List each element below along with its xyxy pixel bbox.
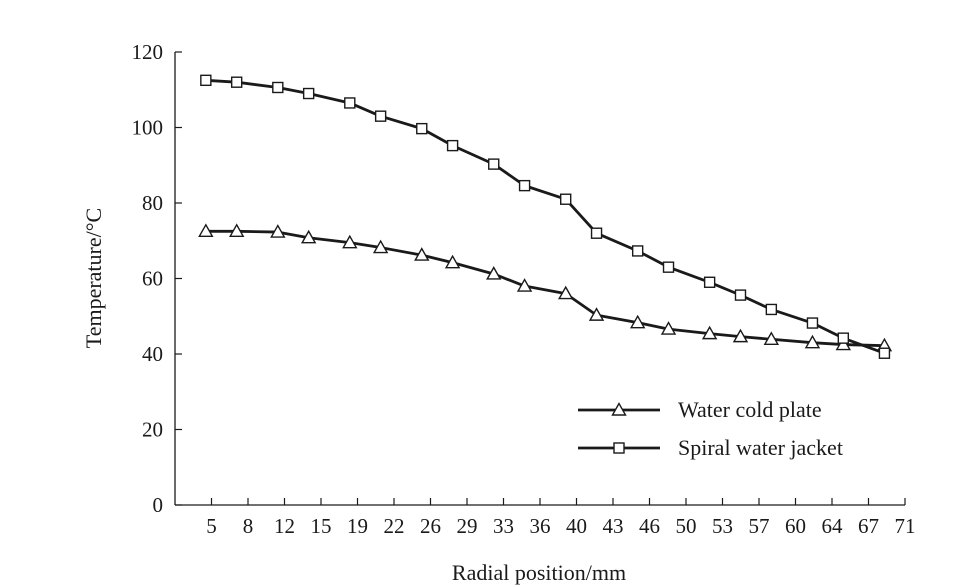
x-tick-label: 33	[493, 514, 514, 538]
series-layer	[198, 74, 893, 359]
x-axis-ticks: 5 8 12 15 19 22 26 29 33 36 40 43 46 50 53 57 60 64 67 71	[206, 498, 916, 538]
data-point-water-cold-plate	[372, 239, 389, 254]
data-point-water-cold-plate	[228, 223, 245, 238]
data-point-water-cold-plate	[444, 254, 461, 269]
data-point-water-cold-plate	[198, 223, 214, 238]
series-line-spiral-water-jacket	[205, 78, 885, 355]
data-point-spiral-water-jacket	[878, 347, 891, 359]
y-axis-ticks: 0 20 40 60 80 100 120	[132, 40, 182, 517]
data-point-spiral-water-jacket	[703, 276, 716, 288]
series-line-water-cold-plate	[205, 229, 885, 348]
x-tick-label: 67	[858, 514, 879, 538]
data-point-spiral-water-jacket	[518, 179, 531, 192]
x-tick-label: 53	[712, 514, 733, 538]
data-point-spiral-water-jacket	[734, 289, 747, 301]
series-water-cold-plate	[198, 223, 893, 352]
data-point-spiral-water-jacket	[446, 139, 459, 152]
data-point-spiral-water-jacket	[488, 158, 500, 170]
series-spiral-water-jacket	[200, 74, 891, 359]
data-point-spiral-water-jacket	[230, 76, 243, 88]
data-point-water-cold-plate	[414, 247, 430, 261]
y-tick-label: 80	[142, 191, 163, 215]
data-point-water-cold-plate	[732, 328, 749, 343]
legend-label: Spiral water jacket	[678, 435, 843, 460]
x-tick-label: 43	[603, 514, 624, 538]
data-point-water-cold-plate	[660, 321, 677, 335]
y-tick-label: 100	[132, 116, 164, 140]
x-tick-label: 46	[639, 514, 660, 538]
data-point-spiral-water-jacket	[837, 332, 850, 344]
x-tick-label: 8	[243, 514, 254, 538]
data-point-spiral-water-jacket	[374, 110, 387, 122]
data-point-spiral-water-jacket	[806, 317, 819, 329]
data-point-water-cold-plate	[516, 278, 533, 292]
y-tick-label: 60	[142, 267, 163, 291]
data-point-water-cold-plate	[804, 334, 821, 349]
x-tick-label: 64	[822, 514, 844, 538]
legend: Water cold plate Spiral water jacket	[578, 397, 843, 460]
data-point-spiral-water-jacket	[344, 97, 356, 109]
x-tick-label: 26	[420, 514, 441, 538]
data-point-water-cold-plate	[588, 307, 605, 321]
data-point-water-cold-plate	[763, 331, 780, 345]
x-tick-label: 22	[384, 514, 405, 538]
data-point-spiral-water-jacket	[302, 87, 315, 100]
x-tick-label: 36	[530, 514, 551, 538]
data-point-water-cold-plate	[629, 314, 646, 329]
data-point-spiral-water-jacket	[590, 227, 603, 239]
data-point-water-cold-plate	[558, 285, 574, 300]
x-tick-label: 15	[311, 514, 332, 538]
data-point-water-cold-plate	[270, 224, 286, 238]
data-point-water-cold-plate	[701, 325, 718, 340]
y-tick-label: 40	[142, 342, 163, 366]
x-tick-label: 19	[347, 514, 368, 538]
legend-label: Water cold plate	[678, 397, 822, 422]
data-point-spiral-water-jacket	[560, 193, 572, 205]
y-axis-title: Temperature/°C	[81, 208, 106, 348]
legend-marker	[613, 442, 625, 454]
data-point-spiral-water-jacket	[631, 245, 644, 257]
data-point-spiral-water-jacket	[272, 81, 284, 94]
data-point-spiral-water-jacket	[416, 122, 428, 135]
x-tick-label: 29	[457, 514, 478, 538]
data-point-water-cold-plate	[300, 229, 317, 244]
legend-marker	[611, 402, 627, 416]
x-tick-label: 5	[206, 514, 217, 538]
x-tick-label: 50	[676, 514, 697, 538]
x-tick-label: 40	[566, 514, 587, 538]
x-tick-label: 57	[749, 514, 770, 538]
data-point-spiral-water-jacket	[200, 74, 212, 87]
y-tick-label: 120	[132, 40, 164, 64]
x-axis-title: Radial position/mm	[452, 560, 626, 585]
x-tick-label: 60	[785, 514, 806, 538]
x-tick-label: 71	[895, 514, 916, 538]
data-point-spiral-water-jacket	[662, 261, 675, 273]
data-point-spiral-water-jacket	[765, 303, 778, 316]
y-tick-label: 20	[142, 418, 163, 442]
data-point-water-cold-plate	[486, 266, 502, 280]
x-tick-label: 12	[274, 514, 295, 538]
data-point-water-cold-plate	[342, 234, 358, 249]
y-tick-label: 0	[153, 493, 164, 517]
